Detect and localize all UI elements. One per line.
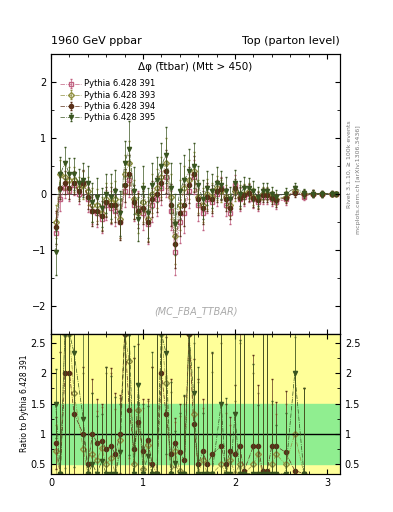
Text: (MC_FBA_TTBAR): (MC_FBA_TTBAR) <box>154 306 237 317</box>
Legend: Pythia 6.428 391, Pythia 6.428 393, Pythia 6.428 394, Pythia 6.428 395: Pythia 6.428 391, Pythia 6.428 393, Pyth… <box>57 76 159 125</box>
Text: 1960 GeV ppbar: 1960 GeV ppbar <box>51 36 142 46</box>
Text: Δφ (t̅tbar) (Mtt > 450): Δφ (t̅tbar) (Mtt > 450) <box>138 62 253 72</box>
Text: Top (parton level): Top (parton level) <box>242 36 340 46</box>
Text: Rivet 3.1.10, ≥ 100k events: Rivet 3.1.10, ≥ 100k events <box>347 120 352 208</box>
Text: mcplots.cern.ch [arXiv:1306.3436]: mcplots.cern.ch [arXiv:1306.3436] <box>356 125 362 233</box>
Y-axis label: Ratio to Pythia 6.428 391: Ratio to Pythia 6.428 391 <box>20 355 29 453</box>
Bar <box>51 403 340 464</box>
